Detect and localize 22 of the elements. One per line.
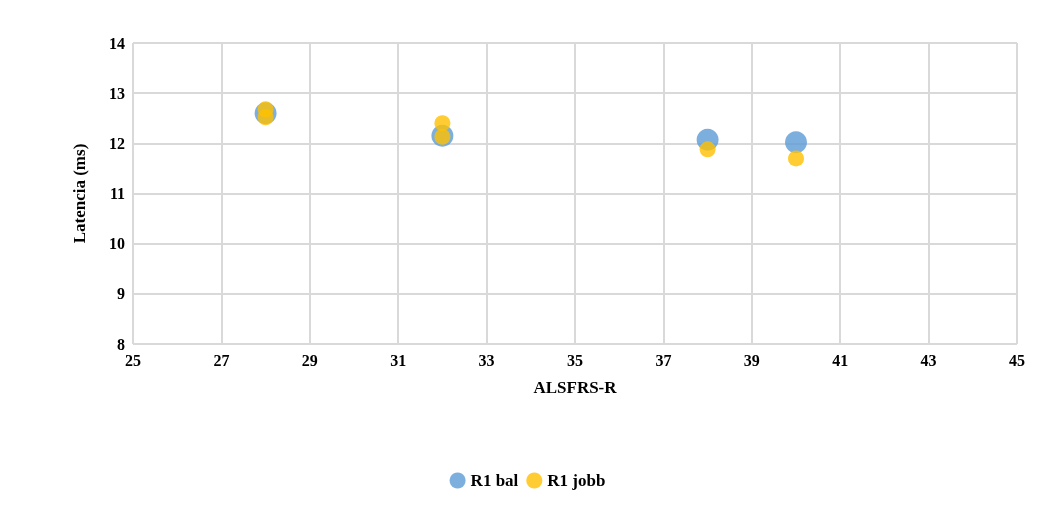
- x-tick-label: 43: [920, 351, 937, 369]
- x-axis-title: ALSFRS-R: [533, 378, 618, 397]
- legend-label: R1 bal: [470, 471, 519, 490]
- x-tick-label: 45: [1009, 351, 1025, 369]
- y-tick-label: 14: [109, 34, 125, 52]
- x-tick-label: 35: [567, 351, 583, 369]
- x-tick-label: 27: [213, 351, 230, 369]
- x-tick-label: 41: [832, 351, 849, 369]
- y-tick-label: 13: [109, 84, 125, 102]
- x-tick-label: 31: [390, 351, 407, 369]
- legend-label: R1 jobb: [547, 471, 606, 490]
- y-tick-label: 10: [109, 235, 125, 253]
- y-axis-title: Latencia (ms): [70, 143, 89, 244]
- y-tick-label: 12: [109, 134, 125, 152]
- x-tick-label: 39: [743, 351, 760, 369]
- x-tick-label: 37: [655, 351, 672, 369]
- x-tick-label: 29: [301, 351, 318, 369]
- x-tick-label: 25: [125, 351, 141, 369]
- y-tick-label: 9: [117, 285, 125, 303]
- x-tick-label: 33: [478, 351, 495, 369]
- y-tick-label: 8: [117, 335, 125, 353]
- y-tick-label: 11: [109, 185, 125, 202]
